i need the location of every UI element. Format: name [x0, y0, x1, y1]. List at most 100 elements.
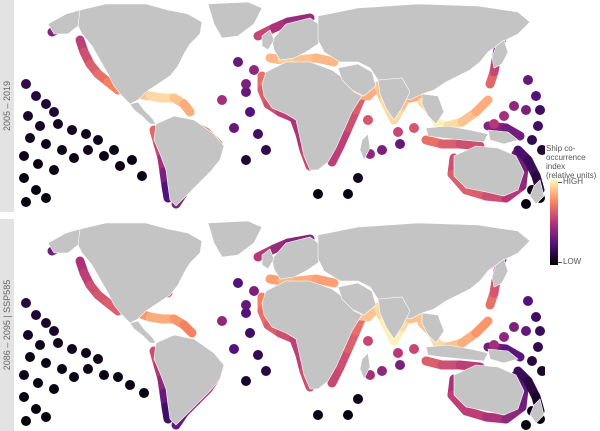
open-ocean-cell [253, 129, 263, 139]
open-ocean-cell [241, 87, 251, 97]
open-ocean-cell [531, 312, 541, 322]
land-uk [261, 29, 275, 51]
open-ocean-cell [21, 298, 31, 308]
open-ocean-cell [535, 105, 545, 115]
legend-title-line2: occurrence index [546, 153, 586, 171]
legend-title-line1: Ship co- [546, 144, 576, 153]
open-ocean-cell [41, 99, 51, 109]
land-madagascar [359, 133, 371, 161]
map-present [18, 0, 545, 212]
open-ocean-cell [49, 165, 59, 175]
open-ocean-cell [41, 193, 51, 203]
land-north-america [75, 222, 203, 324]
period-label-2086-2095: 2086 – 2095 | SSP585 [2, 279, 12, 371]
land-arabia [337, 282, 377, 316]
land-south-america [153, 334, 225, 426]
open-ocean-cell [241, 79, 251, 89]
land-africa [261, 280, 363, 390]
period-label-2005-2019: 2005 – 2019 [2, 80, 12, 132]
band-south-america-west-segment [161, 402, 173, 424]
band-gulf-caribbean-segment [179, 320, 197, 338]
land-southeast-asia [421, 312, 445, 344]
open-ocean-cell [125, 380, 135, 390]
open-ocean-cell [343, 189, 353, 199]
open-ocean-cell [217, 316, 227, 326]
open-ocean-cell [377, 145, 387, 155]
open-ocean-cell [261, 366, 271, 376]
land-asia [317, 3, 531, 101]
open-ocean-cell [523, 296, 533, 306]
open-ocean-cell [217, 95, 227, 105]
open-ocean-cell [19, 392, 29, 402]
period-label-bar-top [0, 0, 14, 212]
open-ocean-cell [99, 151, 109, 161]
open-ocean-cell [393, 348, 403, 358]
band-mediterranean-segment [311, 53, 339, 67]
land-africa [261, 61, 363, 171]
open-ocean-cell [31, 91, 41, 101]
open-ocean-cell [83, 145, 93, 155]
open-ocean-cell [53, 119, 63, 129]
legend-high-label: HIGH [563, 177, 583, 186]
open-ocean-cell [363, 336, 373, 346]
band-gulf-caribbean-segment [179, 99, 195, 117]
land-greenland [207, 1, 263, 39]
open-ocean-cell [69, 372, 79, 382]
world-map-future [18, 219, 545, 431]
open-ocean-cell [69, 153, 79, 163]
open-ocean-cell [523, 75, 533, 85]
open-ocean-cell [377, 366, 387, 376]
legend-title: Ship co- occurrence index (relative unit… [546, 144, 600, 180]
open-ocean-cell [229, 344, 239, 354]
open-ocean-cell [35, 340, 45, 350]
open-ocean-cell [535, 326, 545, 336]
open-ocean-cell [353, 173, 363, 183]
band-south-america-west-segment [161, 181, 173, 203]
band-bay-of-bengal-segment [405, 312, 425, 324]
land-asia [317, 222, 531, 320]
open-ocean-cell [57, 364, 67, 374]
open-ocean-cell [137, 171, 147, 181]
band-us-west-segment [103, 298, 123, 316]
land-europe [271, 236, 325, 280]
legend-title-line3: (relative units) [546, 171, 597, 180]
open-ocean-cell [33, 159, 43, 169]
open-ocean-cell [409, 344, 419, 354]
open-ocean-cell [241, 155, 251, 165]
world-map-present [18, 0, 545, 212]
open-ocean-cell [23, 330, 33, 340]
colorbar [550, 179, 558, 265]
land-indonesia [425, 344, 489, 362]
open-ocean-cell [261, 145, 271, 155]
open-ocean-cell [35, 121, 45, 131]
band-new-guinea-segment [501, 123, 525, 141]
band-new-guinea-segment [501, 344, 525, 362]
land-europe [271, 17, 325, 61]
open-ocean-cell [241, 308, 251, 318]
open-ocean-cell [19, 151, 29, 161]
legend-tick-low [558, 262, 562, 263]
open-ocean-cell [241, 376, 251, 386]
open-ocean-cell [343, 410, 353, 420]
land-new-guinea [487, 129, 519, 145]
open-ocean-cell [31, 404, 41, 414]
open-ocean-cell [363, 115, 373, 125]
open-ocean-cell [31, 310, 41, 320]
band-mediterranean-segment [311, 274, 339, 288]
open-ocean-cell [489, 340, 499, 350]
open-ocean-cell [527, 356, 537, 366]
land-indonesia [425, 125, 489, 143]
open-ocean-cell [249, 65, 259, 75]
land-south-america [153, 115, 225, 207]
open-ocean-cell [245, 328, 255, 338]
open-ocean-cell [489, 119, 499, 129]
land-japan [491, 39, 509, 69]
open-ocean-cell [57, 145, 67, 155]
land-new-zealand [529, 398, 545, 424]
land-japan [491, 258, 509, 288]
open-ocean-cell [499, 332, 509, 342]
land-alaska [47, 9, 81, 35]
land-india [377, 296, 411, 340]
open-ocean-cell [83, 364, 93, 374]
open-ocean-cell [53, 338, 63, 348]
